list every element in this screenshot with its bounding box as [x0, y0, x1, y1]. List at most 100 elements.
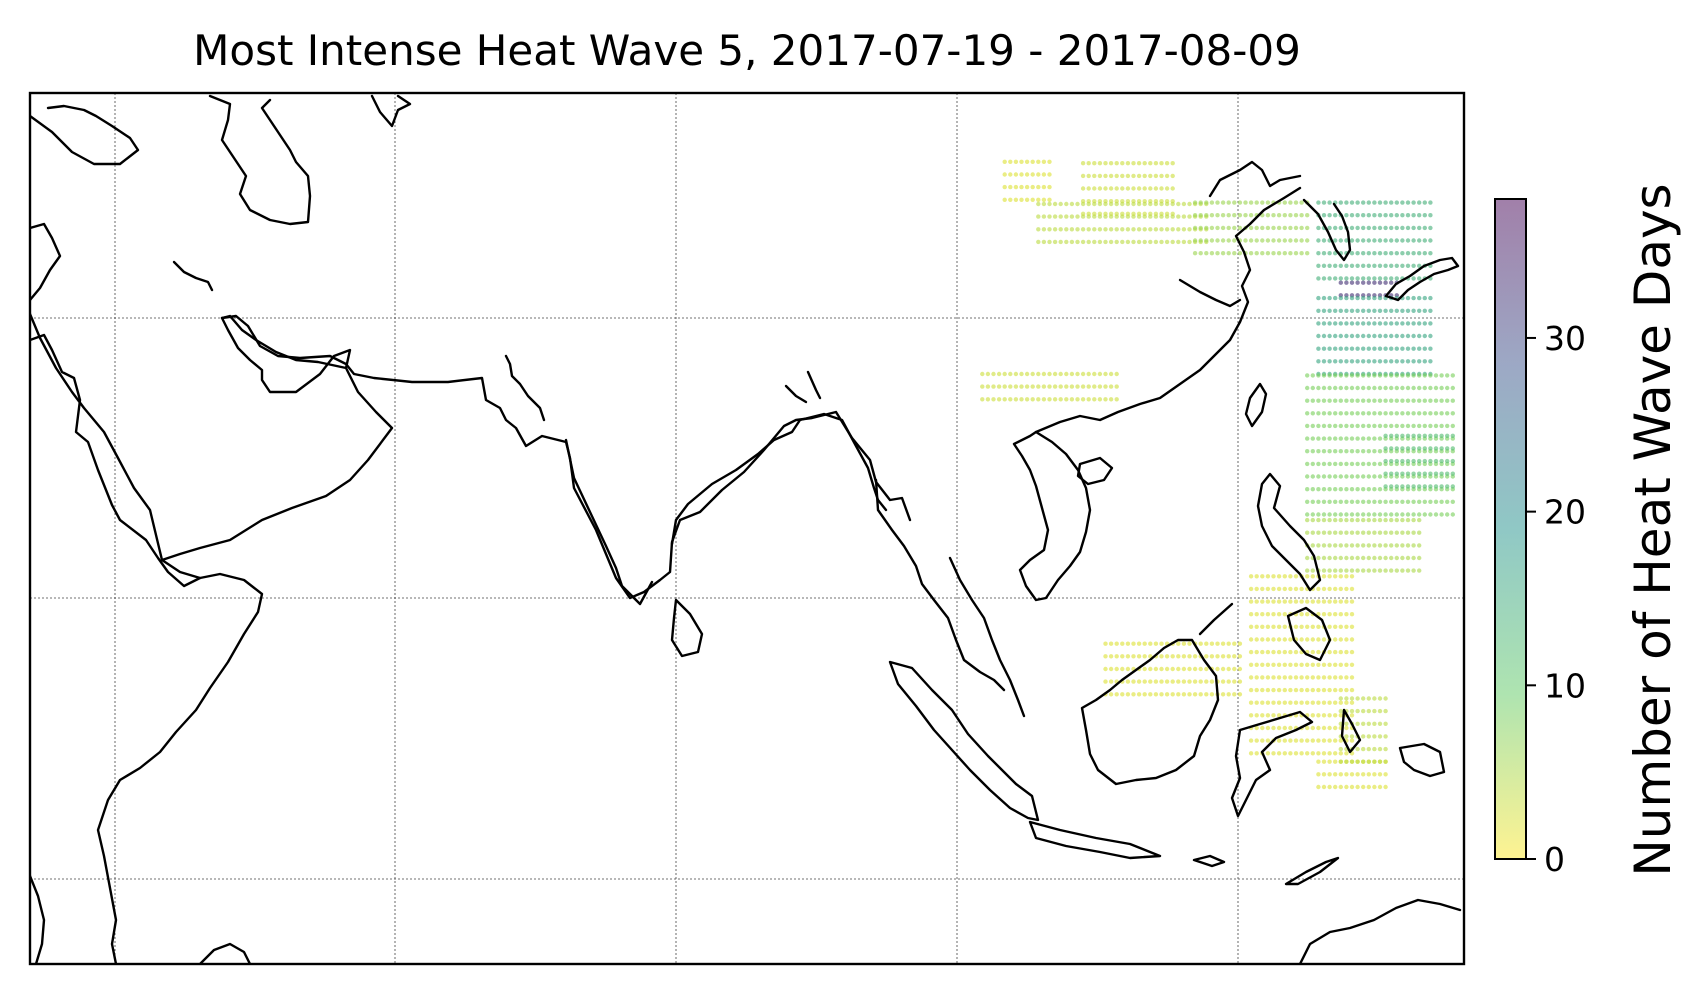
heat-wave-dot — [1372, 398, 1377, 403]
heat-wave-dot — [1377, 225, 1383, 231]
heat-wave-dot — [1181, 227, 1187, 232]
heat-wave-dot — [1377, 280, 1383, 285]
heat-wave-dot — [1428, 200, 1433, 205]
heat-wave-dot — [1310, 624, 1316, 629]
heat-wave-dot — [1366, 555, 1372, 561]
heat-wave-dot — [1389, 433, 1394, 438]
heat-wave-dot — [1333, 359, 1338, 364]
heat-wave-dot — [1361, 276, 1366, 281]
heat-wave-dot — [1361, 200, 1366, 205]
heat-wave-dot — [1265, 586, 1271, 592]
heat-wave-dot — [1389, 555, 1394, 561]
heat-wave-dot — [1327, 599, 1332, 604]
heat-wave-dot — [1024, 397, 1030, 402]
heat-wave-dot — [1411, 276, 1416, 281]
heat-wave-dot — [1344, 411, 1349, 416]
heat-wave-dot — [1316, 398, 1321, 403]
heat-wave-dot — [1372, 333, 1377, 339]
heat-wave-dot — [1394, 433, 1400, 438]
heat-wave-dot — [1344, 555, 1349, 561]
heat-wave-dot — [1372, 423, 1377, 429]
heat-wave-dot — [1428, 321, 1433, 326]
heat-wave-dot — [1338, 474, 1344, 479]
heat-wave-dot — [1445, 458, 1450, 464]
heat-wave-dot — [1344, 530, 1349, 535]
heat-wave-dot — [1316, 586, 1321, 592]
heat-wave-dot — [1181, 641, 1187, 646]
heat-wave-dot — [1344, 517, 1349, 523]
heat-wave-dot — [1310, 398, 1316, 403]
heat-wave-dot — [996, 384, 1002, 389]
heat-wave-dot — [1321, 759, 1327, 764]
heat-wave-dot — [1344, 751, 1349, 756]
heat-wave-dot — [1125, 186, 1131, 191]
heat-wave-dot — [1349, 461, 1355, 467]
heat-wave-dot — [1428, 471, 1433, 476]
heat-wave-dot — [1349, 708, 1355, 714]
heat-wave-dot — [1422, 251, 1428, 256]
heat-wave-dot — [1389, 373, 1394, 378]
heat-wave-dot — [1349, 555, 1355, 561]
heat-wave-dot — [1344, 700, 1349, 705]
heat-wave-dot — [1349, 624, 1355, 629]
heat-wave-dot — [1417, 433, 1422, 438]
heat-wave-dot — [1288, 213, 1293, 218]
heat-wave-dot — [1372, 225, 1377, 231]
heat-wave-dot — [1282, 751, 1288, 756]
heat-wave-dot — [1282, 675, 1288, 680]
heat-wave-dot — [1041, 172, 1047, 177]
heat-wave-dot — [1327, 700, 1332, 705]
heat-wave-dot — [1164, 173, 1170, 179]
coast-persia-inner — [172, 260, 214, 292]
heat-wave-dot — [1276, 687, 1282, 693]
heat-wave-dot — [1305, 512, 1310, 517]
heat-wave-dot — [1092, 397, 1097, 402]
heat-wave-dot — [1405, 263, 1411, 268]
heat-wave-dot — [1271, 700, 1276, 705]
heat-wave-dot — [1355, 276, 1360, 281]
heat-wave-dot — [1383, 746, 1388, 752]
heat-wave-dot — [1428, 398, 1433, 403]
heat-wave-dot — [1310, 499, 1316, 504]
heat-wave-dot — [1226, 666, 1231, 672]
heat-wave-dot — [1377, 321, 1383, 326]
heat-wave-dot — [1276, 599, 1282, 604]
heat-wave-dot — [1030, 371, 1035, 377]
heat-wave-dot — [1198, 225, 1203, 231]
heat-wave-dot — [1047, 397, 1052, 402]
heat-wave-dot — [1333, 213, 1338, 218]
heat-wave-dot — [1394, 411, 1400, 416]
heat-wave-dot — [1282, 612, 1288, 617]
heat-wave-dot — [1372, 251, 1377, 256]
heat-wave-dot — [1260, 675, 1265, 680]
heat-wave-dot — [1338, 675, 1344, 680]
heat-wave-dot — [1036, 201, 1041, 207]
heat-wave-dot — [1209, 641, 1215, 646]
heat-wave-dot — [1148, 186, 1153, 191]
heat-wave-dot — [1394, 333, 1400, 339]
heat-wave-dot — [1316, 599, 1321, 604]
heat-wave-dot — [1248, 599, 1254, 604]
heat-wave-dot — [1041, 227, 1047, 232]
heat-wave-dot — [1344, 649, 1349, 655]
heat-wave-dot — [1383, 225, 1388, 231]
heat-wave-dot — [1405, 225, 1411, 231]
heat-wave-dot — [991, 397, 996, 402]
heat-wave-dot — [1170, 239, 1175, 245]
heat-wave-dot — [1019, 371, 1024, 377]
heat-wave-dot — [1344, 568, 1349, 573]
heat-wave-dot — [1344, 574, 1349, 579]
heat-wave-dot — [1372, 772, 1377, 777]
heat-wave-dot — [1305, 238, 1310, 243]
heat-wave-dot — [1215, 200, 1220, 205]
heat-wave-dot — [1321, 308, 1327, 313]
heat-wave-dot — [1013, 159, 1019, 164]
heat-wave-dot — [1366, 568, 1372, 573]
heat-wave-dot — [1176, 641, 1181, 646]
heat-wave-dot — [1232, 654, 1237, 659]
heat-wave-dot — [1170, 654, 1175, 659]
coast-halmahera — [1340, 708, 1362, 754]
heat-wave-dot — [1159, 227, 1164, 232]
